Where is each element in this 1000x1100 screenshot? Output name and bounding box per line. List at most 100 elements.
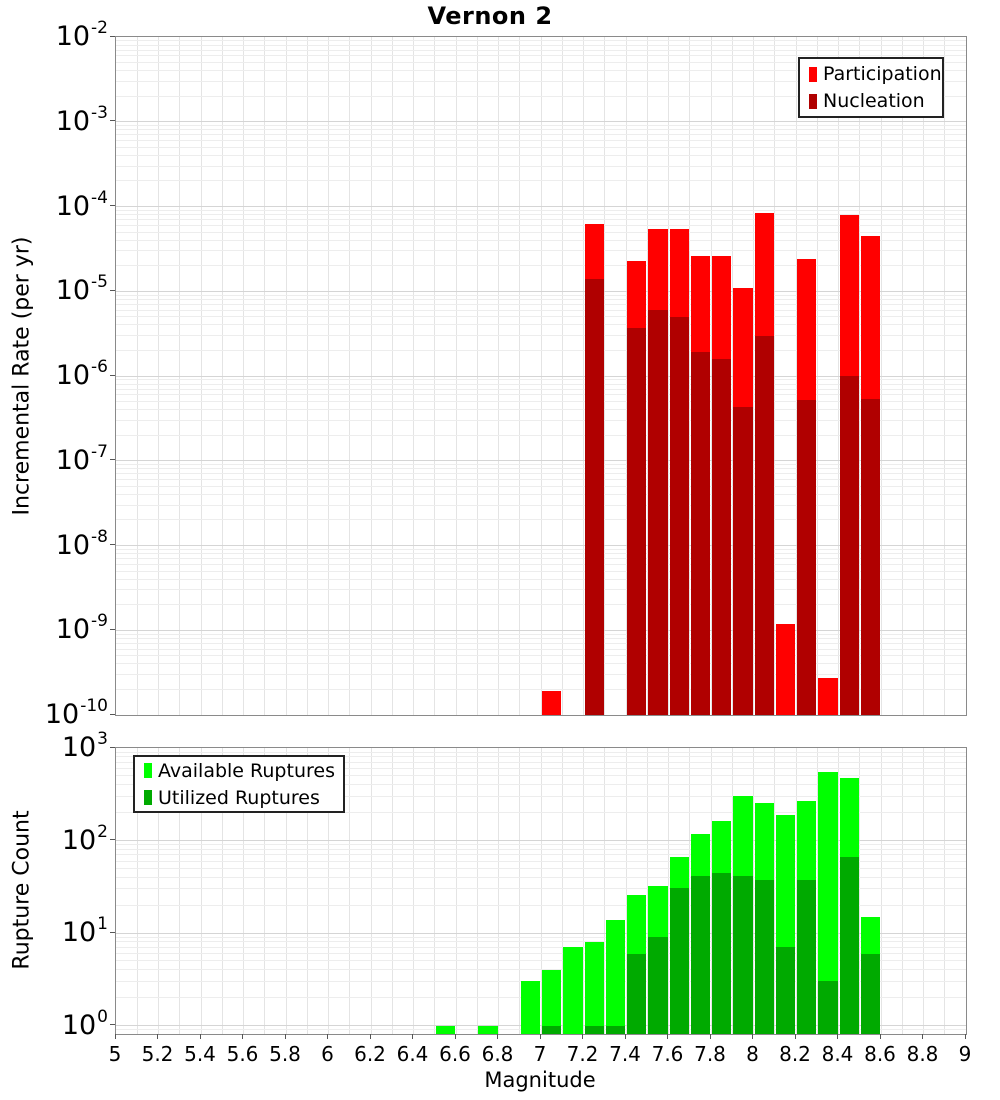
x-tick-mark <box>964 1034 966 1039</box>
gridline-minor <box>116 553 966 555</box>
x-tick-mark <box>157 1034 158 1039</box>
x-tick-mark <box>242 1034 243 1039</box>
gridline-vertical <box>625 748 627 1034</box>
x-tick-label: 8.2 <box>779 1042 811 1066</box>
gridline-vertical <box>391 748 393 1034</box>
gridline-minor <box>116 180 966 182</box>
gridline-vertical <box>838 748 839 1034</box>
gridline-minor <box>116 165 966 167</box>
gridline-minor <box>116 844 966 846</box>
legend-label: Available Ruptures <box>158 759 335 782</box>
legend-rate: Participation Nucleation <box>798 57 944 118</box>
x-tick-label: 7 <box>533 1042 547 1066</box>
gridline-vertical <box>859 748 861 1034</box>
y-tick-label: 10-2 <box>55 18 108 52</box>
bar-nucleation-m7.75 <box>690 352 710 715</box>
bar-available-ruptures-m8.35 <box>818 772 838 1034</box>
gridline-minor <box>116 125 966 127</box>
gridline-minor <box>116 468 966 470</box>
gridline-minor <box>116 563 966 565</box>
gridline-minor <box>116 648 966 650</box>
gridline-vertical <box>753 748 754 1034</box>
gridline-vertical <box>668 748 669 1034</box>
x-tick-mark <box>582 1034 583 1039</box>
gridline-minor <box>116 80 966 82</box>
bar-utilized-ruptures-m7.75 <box>690 876 710 1034</box>
gridline-minor <box>116 812 966 814</box>
x-tick-label: 5 <box>108 1042 122 1066</box>
gridline-vertical <box>923 748 924 1034</box>
y-tick-label: 10-10 <box>44 696 108 730</box>
y-tick-label: 103 <box>61 729 108 763</box>
bar-utilized-ruptures-m7.35 <box>605 1025 625 1034</box>
x-tick-label: 7.4 <box>609 1042 641 1066</box>
gridline-vertical <box>795 748 797 1034</box>
gridline-minor <box>116 578 966 580</box>
gridline-vertical <box>434 748 436 1034</box>
gridline-minor <box>116 49 966 51</box>
ylabel-rupture-count: Rupture Count <box>9 810 35 970</box>
gridline-minor <box>116 250 966 252</box>
gridline-minor <box>116 388 966 390</box>
x-tick-mark <box>624 1034 626 1039</box>
gridline-minor <box>116 604 966 606</box>
bar-available-ruptures-m6.55 <box>435 1025 455 1034</box>
bar-participation-m8.15 <box>775 623 795 715</box>
gridline-minor <box>116 867 966 869</box>
legend-label: Nucleation <box>823 90 925 112</box>
gridline-minor <box>116 953 966 955</box>
gridline-minor <box>116 349 966 351</box>
gridline-minor <box>116 960 966 962</box>
gridline-decade <box>116 932 966 934</box>
x-tick-label: 8 <box>746 1042 759 1066</box>
gridline-minor <box>116 214 966 216</box>
gridline-minor <box>116 633 966 635</box>
y-tick-mark <box>110 839 115 840</box>
x-tick-mark <box>114 1034 116 1039</box>
bar-utilized-ruptures-m7.05 <box>542 1025 562 1034</box>
gridline-vertical <box>880 748 882 1034</box>
gridline-vertical <box>200 748 202 1034</box>
bar-available-ruptures-m7.15 <box>563 947 583 1034</box>
x-tick-mark <box>794 1034 796 1039</box>
x-tick-label: 5.2 <box>141 1042 174 1066</box>
bar-utilized-ruptures-m7.45 <box>627 953 647 1034</box>
x-tick-mark <box>327 1034 328 1039</box>
x-tick-label: 6 <box>321 1042 334 1066</box>
gridline-vertical <box>583 748 584 1034</box>
y-tick-mark <box>110 544 115 545</box>
gridline-vertical <box>221 748 223 1034</box>
gridline-decade <box>116 629 966 631</box>
gridline-minor <box>116 479 966 481</box>
x-tick-label: 7.8 <box>694 1042 726 1066</box>
gridline-minor <box>116 519 966 521</box>
bar-nucleation-m8.05 <box>754 335 774 715</box>
gridline-vertical <box>901 748 903 1034</box>
gridline-vertical <box>328 748 329 1034</box>
gridline-vertical <box>710 748 712 1034</box>
y-tick-mark <box>110 459 115 461</box>
gridline-minor <box>116 655 966 657</box>
y-tick-mark <box>110 205 115 206</box>
gridline-minor <box>116 324 966 326</box>
gridline-vertical <box>731 748 733 1034</box>
available-ruptures-swatch-icon <box>144 763 152 778</box>
x-tick-label: 6.6 <box>439 1042 471 1066</box>
gridline-minor <box>116 294 966 296</box>
gridline-minor <box>116 663 966 665</box>
bar-nucleation-m7.25 <box>584 278 604 715</box>
gridline-decade <box>116 840 966 841</box>
x-tick-mark <box>369 1034 371 1039</box>
x-tick-label: 9 <box>958 1042 972 1066</box>
gridline-minor <box>116 485 966 487</box>
x-tick-label: 8.4 <box>821 1042 854 1066</box>
gridline-minor <box>116 997 966 999</box>
gridline-minor <box>116 570 966 572</box>
y-tick-mark <box>110 35 115 37</box>
gridline-minor <box>116 219 966 221</box>
x-tick-label: 8.6 <box>864 1042 896 1066</box>
gridline-minor <box>116 335 966 337</box>
gridline-vertical <box>476 748 478 1034</box>
gridline-minor <box>116 265 966 267</box>
bar-nucleation-m7.45 <box>627 327 647 715</box>
